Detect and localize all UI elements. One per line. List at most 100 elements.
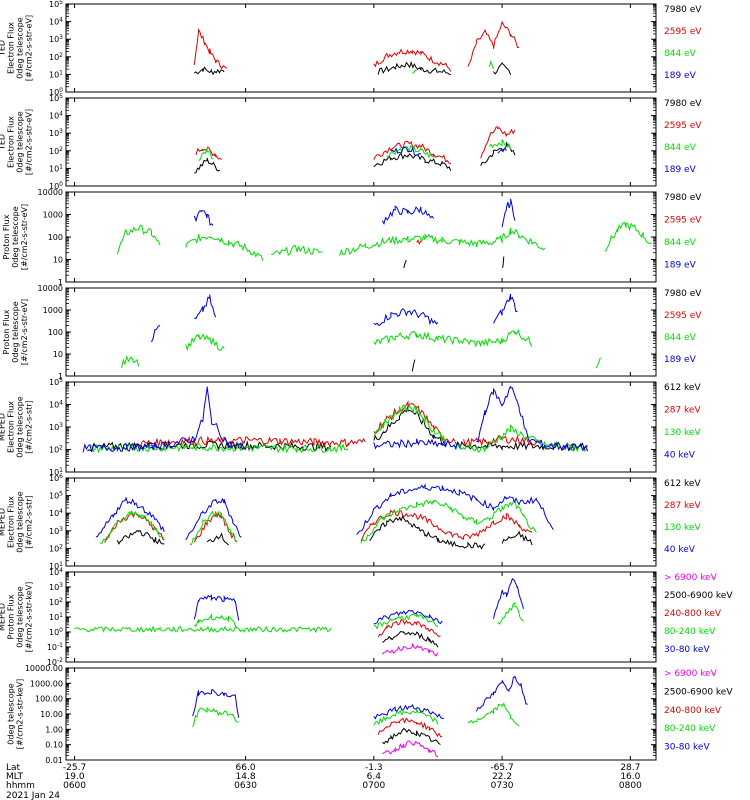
legend-entry: 844 eV — [664, 143, 697, 153]
series-line — [185, 234, 264, 261]
series-line — [488, 60, 494, 70]
series-line — [91, 442, 349, 454]
y-tick-label: 10 — [53, 350, 63, 359]
series-line — [189, 510, 238, 546]
panel-5: 101 102 103 104 105 MEPED Electron Flux 0deg te… — [0, 377, 701, 477]
y-axis-label: 0deg telescope — [7, 683, 16, 744]
series-line — [382, 740, 439, 757]
y-tick-label: 100 — [49, 87, 63, 97]
y-axis-label: 0deg telescope — [16, 396, 25, 457]
series-line — [194, 294, 217, 320]
series-2595-ev — [416, 239, 422, 246]
series-line — [595, 357, 601, 369]
y-tick-label: 1000 — [43, 211, 63, 220]
y-axis-label: [#/cm2-s-str-keV] — [25, 582, 34, 653]
x-tick-label-lat: 28.7 — [620, 763, 640, 773]
series-line — [467, 21, 520, 67]
series-7980-ev — [411, 359, 416, 372]
legend-entry: 189 eV — [664, 71, 697, 81]
x-tick-label-lat: -65.7 — [490, 763, 513, 773]
x-tick-label-mlt: 19.0 — [65, 772, 85, 782]
series-line — [373, 152, 452, 171]
y-tick-label: 101 — [49, 69, 63, 79]
x-tick-label-lat: -1.3 — [365, 763, 383, 773]
y-axis-label: Electron Flux — [7, 401, 16, 453]
x-tick-label-hhmm: 0600 — [63, 781, 86, 791]
legend-entry: 7980 eV — [664, 193, 702, 203]
series-line — [381, 205, 435, 225]
series-line — [373, 405, 447, 447]
y-tick-label: 10 — [53, 256, 63, 265]
series-line — [185, 497, 242, 541]
legend-entry: 844 eV — [664, 238, 697, 248]
series-line — [390, 146, 422, 156]
series-844-ev — [412, 60, 494, 74]
x-row-label-mlt: MLT — [6, 772, 24, 782]
series-line — [185, 333, 225, 352]
x-tick-label-hhmm: 0730 — [491, 781, 514, 791]
series-line — [493, 577, 524, 619]
series-30-80-kev — [192, 675, 528, 720]
panel-6: 101 102 103 104 105 106 MEPED Electron Flux 0deg… — [0, 473, 701, 571]
legend-entry: 240-800 keV — [664, 609, 722, 619]
y-tick-label: 102 — [49, 543, 63, 553]
series-line — [192, 706, 239, 727]
y-tick-label: 102 — [49, 146, 63, 156]
date-label: 2021 Jan 24 — [6, 791, 60, 800]
series-189-ev — [390, 146, 507, 156]
legend-entry: 2500-6900 keV — [664, 687, 733, 697]
series-189-ev — [193, 198, 516, 228]
panel-2: 100 101 102 103 104 105 TED Electron Flux 0deg t… — [0, 93, 702, 191]
legend-entry: 189 eV — [664, 355, 697, 365]
legend-entry: 189 eV — [664, 261, 697, 271]
y-tick-label: 104 — [49, 508, 63, 518]
legend-entry: 2500-6900 keV — [664, 591, 733, 601]
series-line — [493, 61, 512, 75]
y-axis-label: [#/cm2-s-str] — [25, 495, 34, 548]
y-tick-label: 104 — [49, 567, 63, 577]
series-line — [369, 515, 486, 550]
x-row-label-lat: Lat — [6, 763, 21, 773]
y-tick-label: 102 — [49, 445, 63, 455]
series-80-240-kev — [192, 702, 520, 727]
legend-entry: 2595 eV — [664, 311, 702, 321]
y-tick-label: 104 — [49, 17, 63, 27]
y-axis-label: 0deg telescope — [16, 586, 25, 647]
legend-entry: > 6900 keV — [664, 573, 718, 583]
legend-entry: 40 keV — [664, 451, 696, 461]
legend-entry: 612 keV — [664, 479, 701, 489]
series-line — [271, 244, 323, 256]
y-tick-label: 106 — [49, 473, 63, 483]
y-axis-label: [#/cm2-s-str-keV] — [16, 679, 25, 750]
panel-4: 1 10 100 1000 10000 Proton Flux 0deg telescope… — [2, 284, 702, 381]
panel-frame — [65, 97, 657, 187]
series-line — [377, 717, 443, 738]
y-tick-label: 10-1 — [47, 642, 63, 652]
y-axis-label: Electron Flux — [7, 22, 16, 74]
y-tick-label: 100.00 — [35, 695, 63, 704]
y-tick-label: 1 — [58, 372, 63, 381]
series-80-240-kev — [74, 601, 524, 634]
series-240-800-kev — [377, 717, 443, 738]
series-2595-ev — [193, 21, 520, 72]
series--6900-kev — [382, 740, 439, 757]
y-axis-label: Proton Flux — [2, 214, 11, 259]
series-line — [373, 609, 443, 625]
series-130-kev — [100, 499, 537, 546]
series-line — [193, 613, 238, 628]
legend-entry: 612 keV — [664, 383, 701, 393]
series-189-ev — [151, 293, 518, 343]
y-tick-label: 101 — [49, 612, 63, 622]
series-line — [373, 704, 444, 720]
legend-entry: 2595 eV — [664, 216, 702, 226]
legend-entry: 189 eV — [664, 165, 697, 175]
series-40-kev — [82, 385, 589, 453]
series-line — [151, 325, 161, 343]
legend-entry: 287 keV — [664, 406, 701, 416]
series--6900-kev — [382, 643, 439, 657]
y-axis-label: Proton Flux — [7, 594, 16, 639]
y-axis-label: Electron Flux — [7, 496, 16, 548]
series-7980-ev — [194, 60, 512, 76]
y-tick-label: 104 — [49, 111, 63, 121]
series-844-ev — [198, 139, 512, 161]
